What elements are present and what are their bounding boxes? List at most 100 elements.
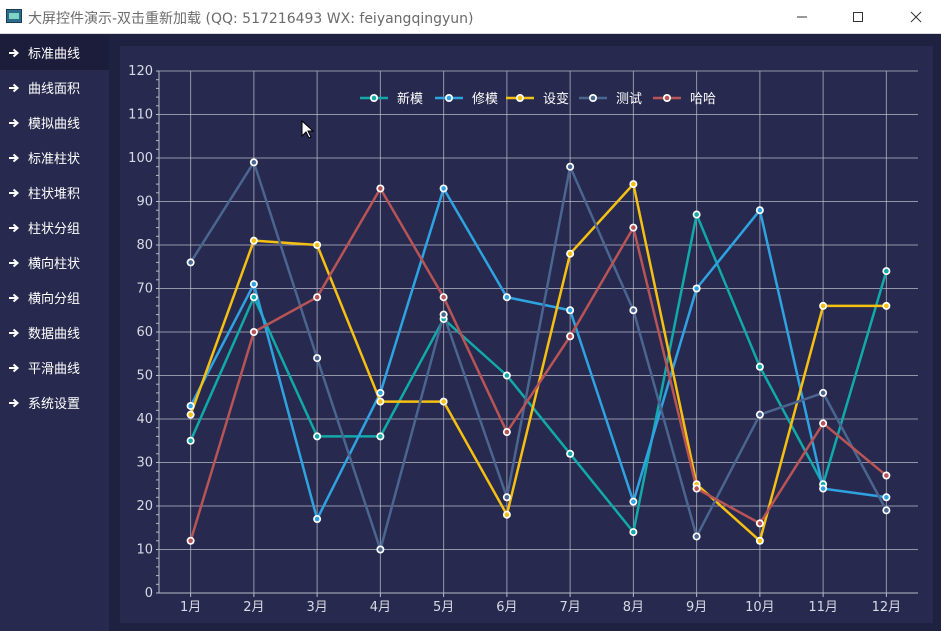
x-tick-label: 5月 (433, 600, 454, 615)
sidebar-item-standard-curve[interactable]: 标准曲线 (0, 35, 109, 70)
sidebar-nav: 标准曲线 曲线面积 模拟曲线 标准柱状 柱状堆积 柱状分组 横向柱状 横向分组 … (0, 35, 109, 631)
maximize-button[interactable] (835, 0, 881, 33)
y-tick-label: 90 (136, 195, 153, 210)
window-titlebar: 大屏控件演示-双击重新加载 (QQ: 517216493 WX: feiyang… (0, 0, 941, 34)
sidebar-item-stacked-bar[interactable]: 柱状堆积 (0, 175, 109, 210)
data-point-center (694, 486, 699, 491)
x-tick-label: 12月 (872, 600, 902, 615)
arrow-right-icon (9, 48, 20, 57)
data-point-center (314, 355, 320, 361)
sidebar-item-horizontal-bar[interactable]: 横向柱状 (0, 245, 109, 280)
data-point-center (251, 160, 257, 165)
data-point-center (631, 307, 636, 313)
sidebar-item-label: 标准柱状 (28, 152, 81, 167)
data-point-center (251, 238, 257, 243)
y-tick-label: 120 (128, 64, 153, 79)
data-point-center (567, 164, 573, 169)
arrow-right-icon (9, 223, 20, 232)
sidebar-item-system-settings[interactable]: 系统设置 (0, 385, 109, 420)
arrow-right-icon (9, 293, 20, 302)
x-tick-label: 11月 (808, 600, 838, 615)
sidebar-item-smooth-curve[interactable]: 平滑曲线 (0, 350, 109, 385)
sidebar-item-label: 柱状分组 (28, 222, 81, 237)
legend-marker-center (590, 95, 596, 101)
sidebar-item-label: 标准曲线 (28, 47, 81, 62)
data-point-center (378, 399, 383, 404)
series-line (189, 187, 888, 542)
y-tick-label: 10 (136, 543, 153, 558)
data-point-center (757, 207, 763, 213)
legend-marker-center (446, 95, 452, 101)
chart-panel: 0 10 20 30 40 50 60 70 80 90 100 110 120 1月 2月 3月 4月 5月 6月… (120, 46, 933, 623)
y-tick-label: 40 (136, 412, 153, 427)
sidebar-item-label: 横向柱状 (28, 257, 81, 272)
y-tick-label: 20 (136, 499, 153, 514)
sidebar-item-label: 系统设置 (28, 397, 81, 412)
y-tick-label: 30 (136, 456, 153, 471)
window-title: 大屏控件演示-双击重新加载 (QQ: 517216493 WX: feiyang… (28, 11, 474, 27)
data-point-center (567, 451, 573, 457)
arrow-right-icon (9, 153, 20, 162)
x-tick-label: 2月 (243, 600, 264, 615)
sidebar-item-data-curve[interactable]: 数据曲线 (0, 315, 109, 350)
sidebar-item-simulated-curve[interactable]: 模拟曲线 (0, 105, 109, 140)
data-point-center (631, 181, 636, 187)
close-button[interactable] (893, 0, 939, 33)
legend-label: 设变 (543, 91, 569, 107)
data-point-center (441, 312, 446, 317)
app-icon (6, 9, 22, 23)
data-point-center (251, 329, 257, 335)
line-chart[interactable]: 0 10 20 30 40 50 60 70 80 90 100 110 120 1月 2月 3月 4月 5月 6月… (120, 46, 933, 623)
arrow-right-icon (9, 188, 20, 197)
minimize-button[interactable] (779, 0, 825, 33)
arrow-right-icon (9, 363, 20, 372)
series-line (189, 213, 888, 534)
y-tick-label: 70 (136, 282, 153, 297)
x-tick-label: 1月 (180, 600, 201, 615)
data-point-center (251, 294, 257, 300)
mouse-cursor-icon (301, 120, 315, 139)
arrow-right-icon (9, 258, 20, 267)
data-point-center (884, 495, 889, 500)
sidebar-item-standard-bar[interactable]: 标准柱状 (0, 140, 109, 175)
maximize-icon (853, 11, 863, 22)
data-point-center (504, 495, 510, 500)
sidebar-item-label: 柱状堆积 (28, 187, 81, 202)
sidebar-item-grouped-bar[interactable]: 柱状分组 (0, 210, 109, 245)
data-point-center (820, 421, 826, 426)
data-point-center (314, 516, 320, 522)
data-point-center (314, 294, 320, 300)
x-tick-label: 3月 (306, 600, 327, 615)
x-tick-label: 7月 (559, 600, 580, 615)
sidebar-item-horizontal-group[interactable]: 横向分组 (0, 280, 109, 315)
data-point-center (631, 529, 636, 535)
data-point-center (314, 434, 320, 439)
data-point-center (378, 434, 383, 439)
sidebar-item-label: 数据曲线 (28, 327, 81, 342)
data-point-center (694, 534, 699, 539)
data-point-center (631, 499, 636, 504)
data-point-center (441, 399, 446, 404)
data-point-center (631, 225, 636, 230)
data-point-center (757, 538, 763, 544)
y-tick-label: 100 (128, 151, 153, 166)
minimize-icon (797, 16, 807, 17)
data-point-center (188, 538, 193, 544)
sidebar-item-label: 曲线面积 (28, 82, 81, 97)
sidebar-item-label: 横向分组 (28, 292, 81, 307)
data-point-center (378, 186, 383, 191)
x-tick-label: 6月 (496, 600, 517, 615)
sidebar-item-curve-area[interactable]: 曲线面积 (0, 70, 109, 105)
series-lines (189, 161, 888, 551)
data-point-center (694, 286, 699, 291)
axes: 0 10 20 30 40 50 60 70 80 90 100 110 120 1月 2月 3月 4月 5月 6月… (128, 64, 918, 615)
arrow-right-icon (9, 83, 20, 92)
data-point-center (188, 260, 193, 265)
series-line (189, 161, 888, 551)
data-point-center (820, 486, 826, 491)
data-point-center (884, 268, 889, 274)
legend-marker-center (664, 95, 670, 101)
x-tick-label: 4月 (370, 600, 391, 615)
close-icon (910, 11, 922, 22)
legend-label: 修模 (472, 92, 498, 107)
